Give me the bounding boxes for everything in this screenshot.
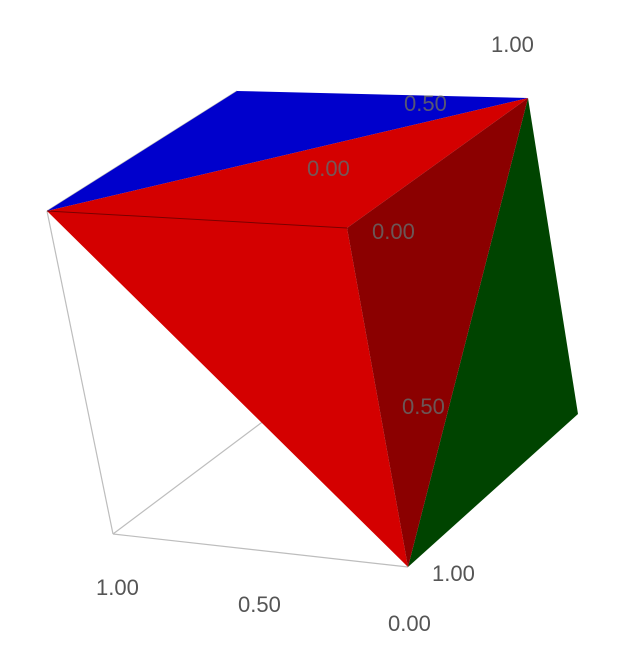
dark-red-face: [347, 98, 528, 567]
tick-label-top-mid: 0.50: [404, 91, 447, 116]
tick-label-bottom-left: 1.00: [96, 575, 139, 600]
tick-label-bottom-right: 0.00: [388, 611, 431, 636]
tick-label-top-near-lower: 0.00: [372, 219, 415, 244]
tick-label-right-mid: 0.50: [402, 394, 445, 419]
blue-face: [47, 91, 528, 211]
tick-label-top-far: 1.00: [491, 32, 534, 57]
tick-label-bottom-mid: 0.50: [238, 592, 281, 617]
edge-left-vertical: [46, 210, 114, 535]
edge-inner-diagonal: [112, 419, 266, 535]
red-face: [47, 98, 528, 567]
tick-label-right-bottom: 1.00: [432, 561, 475, 586]
edge-bottom-left: [112, 533, 409, 568]
tick-label-top-near-upper: 0.00: [307, 156, 350, 181]
green-face: [408, 98, 578, 567]
red-face-crease: [46, 210, 348, 229]
